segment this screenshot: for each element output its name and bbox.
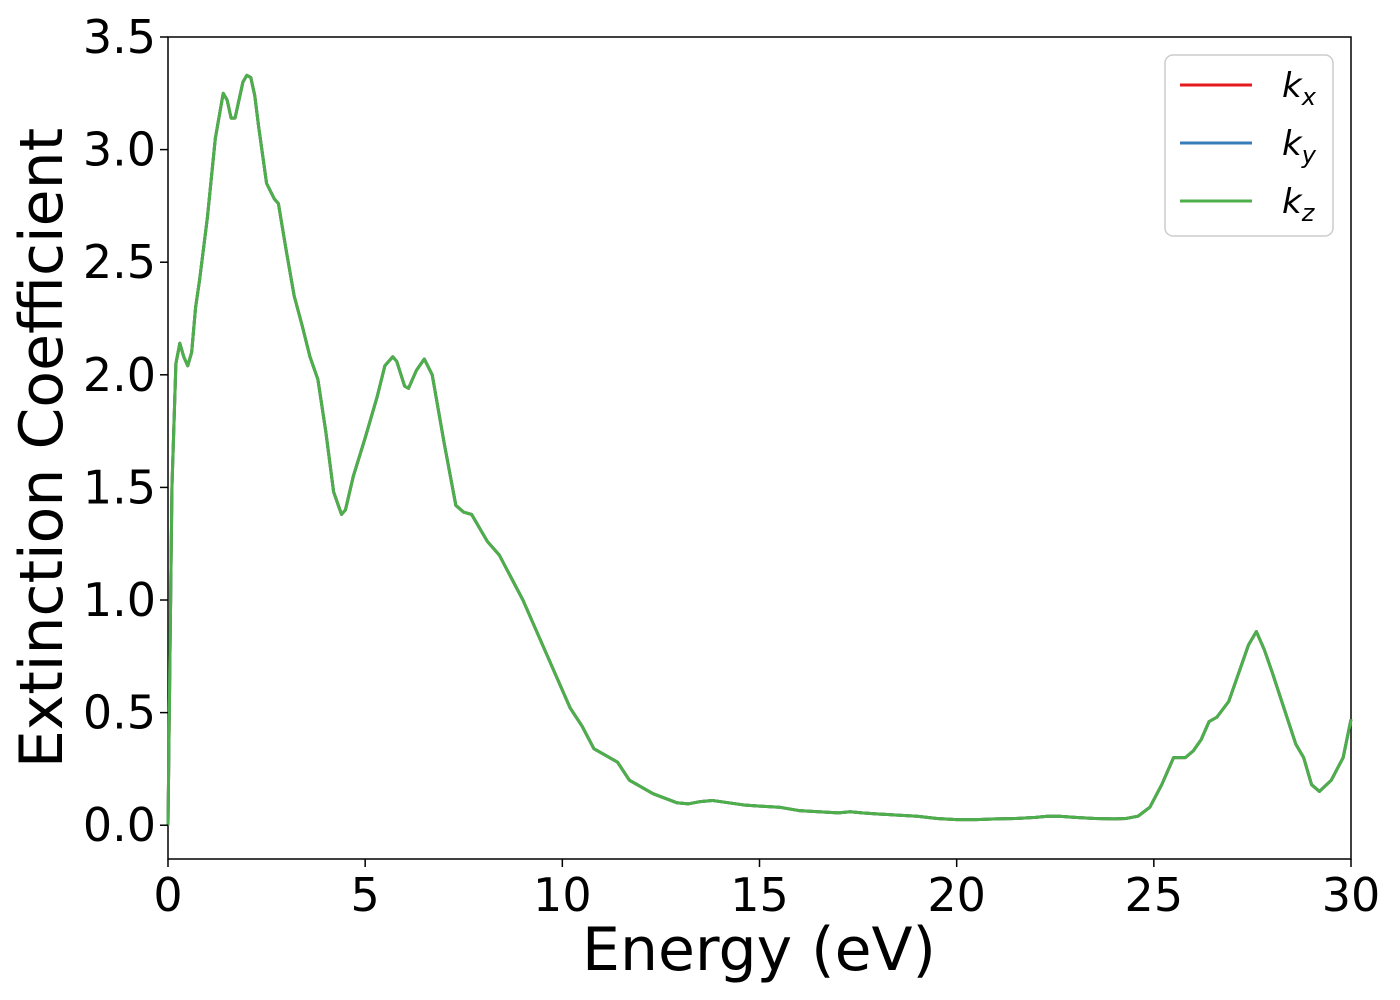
x-axis-title: Energy (eV) (582, 915, 936, 985)
x-tick-label: 25 (1125, 868, 1184, 922)
series-layer (166, 73, 1353, 826)
legend-label-subscript: y (1301, 141, 1317, 169)
legend-label-subscript: x (1301, 83, 1317, 111)
y-tick-label: 1.5 (83, 460, 156, 514)
legend-label-subscript: z (1301, 199, 1316, 227)
x-tick-label: 0 (153, 868, 182, 922)
y-tick-label: 0.5 (83, 686, 156, 740)
legend-box (1164, 54, 1334, 237)
legend-label: kx (1282, 66, 1317, 111)
y-tick-label: 2.0 (83, 348, 156, 402)
legend-label-base: k (1282, 124, 1303, 164)
legend-label-base: k (1282, 66, 1303, 106)
x-tick-label: 10 (533, 868, 592, 922)
legend-label: ky (1282, 124, 1317, 169)
legend-label-base: k (1282, 182, 1303, 222)
x-tick-label: 20 (927, 868, 986, 922)
y-tick-label: 1.0 (83, 573, 156, 627)
x-tick-label: 30 (1322, 868, 1381, 922)
series-line-kz (166, 73, 1353, 826)
x-tick-label: 5 (351, 868, 380, 922)
x-tick-label: 15 (730, 868, 789, 922)
y-axis-title: Extinction Coefficient (7, 128, 77, 768)
legend-label: kz (1282, 182, 1316, 227)
y-tick-label: 2.5 (83, 235, 156, 289)
y-axis: 0.0 0.5 1.0 1.5 2.0 2.5 3.0 3.5 (83, 10, 168, 852)
y-tick-label: 3.0 (83, 123, 156, 177)
y-tick-label: 3.5 (83, 10, 156, 64)
y-tick-label: 0.0 (83, 798, 156, 852)
x-axis: 0 5 10 15 20 25 30 (153, 859, 1380, 922)
